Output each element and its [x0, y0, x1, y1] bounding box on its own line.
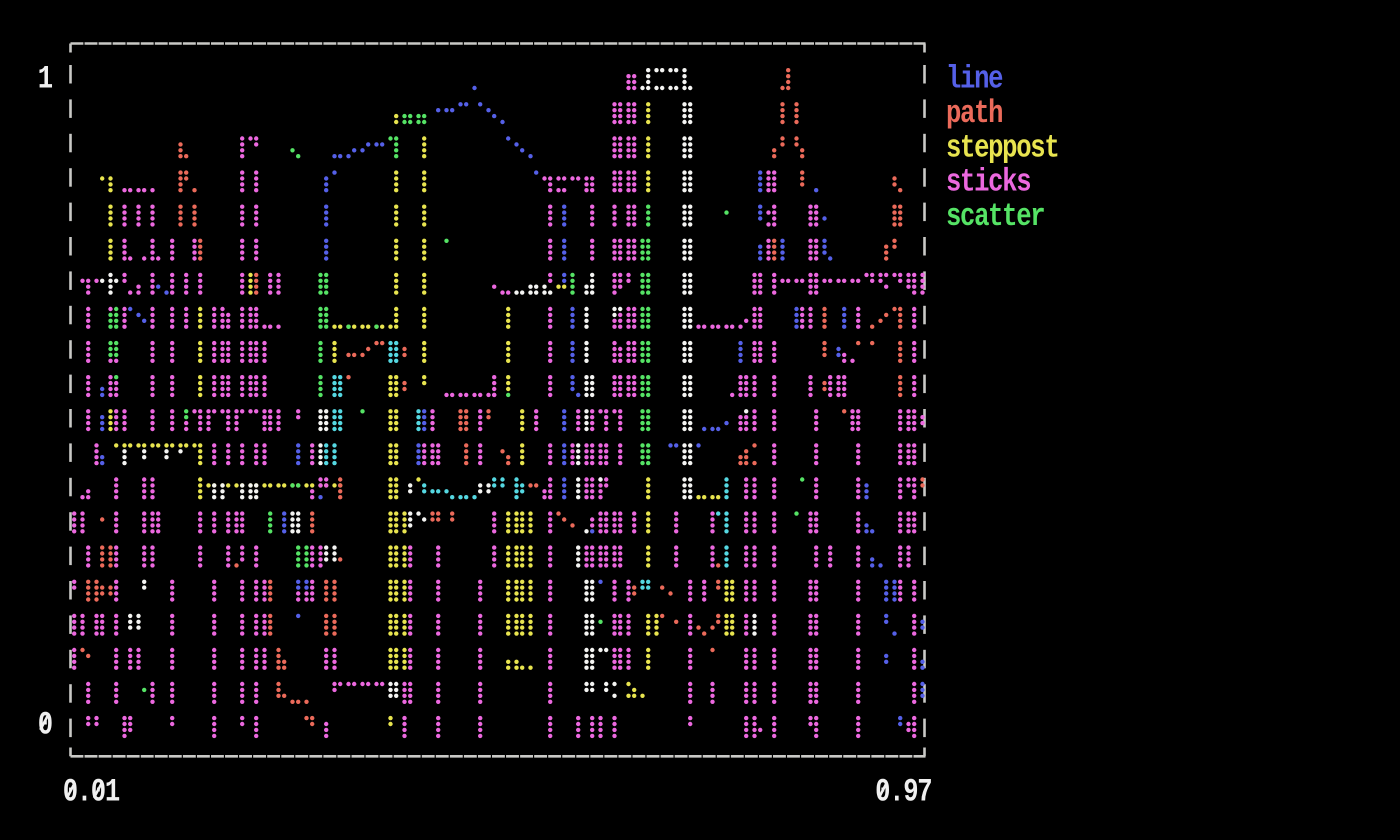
- svg-text:scatter: scatter: [946, 199, 1044, 235]
- svg-text:path: path: [946, 95, 1002, 131]
- svg-text:line: line: [946, 61, 1002, 97]
- svg-text:steppost: steppost: [946, 130, 1058, 166]
- svg-text:0: 0: [38, 707, 52, 743]
- svg-text:sticks: sticks: [946, 164, 1030, 200]
- svg-text:1: 1: [38, 61, 53, 97]
- svg-text:0.01: 0.01: [63, 774, 120, 810]
- svg-text:0.97: 0.97: [875, 774, 931, 810]
